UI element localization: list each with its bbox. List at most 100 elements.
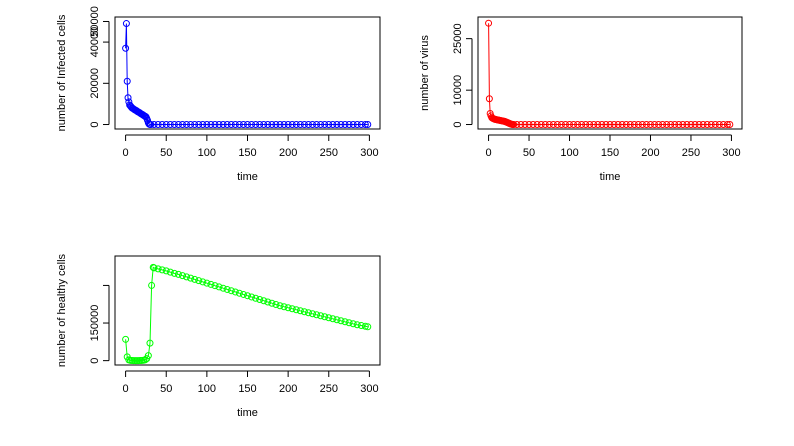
x-tick-label: 200 — [279, 383, 297, 395]
data-point — [610, 121, 618, 129]
data-point — [296, 307, 304, 315]
data-point — [170, 269, 178, 277]
data-point — [683, 121, 691, 129]
data-point — [276, 302, 284, 310]
x-tick-label: 300 — [360, 147, 378, 159]
data-point — [122, 20, 130, 28]
data-point — [726, 121, 734, 129]
data-point — [187, 121, 195, 129]
data-point — [199, 121, 207, 129]
data-point — [691, 121, 699, 129]
data-point — [361, 121, 369, 129]
series-line — [125, 23, 368, 125]
data-point — [329, 121, 337, 129]
data-point — [345, 319, 353, 327]
x-axis-title: time — [237, 171, 258, 183]
x-axis-title: time — [600, 171, 621, 183]
data-point — [337, 317, 345, 325]
data-point — [578, 121, 586, 129]
data-point — [174, 121, 182, 129]
data-point — [626, 121, 634, 129]
data-point — [280, 303, 288, 311]
data-point — [296, 121, 304, 129]
data-point — [309, 121, 317, 129]
plot-frame — [114, 255, 381, 366]
data-point — [158, 266, 166, 274]
data-point — [321, 121, 329, 129]
x-tick-label: 200 — [641, 147, 659, 159]
data-point — [317, 121, 325, 129]
data-point — [485, 95, 493, 103]
data-point — [284, 304, 292, 312]
data-point — [663, 121, 671, 129]
data-point — [235, 121, 243, 129]
y-tick-label: 10000 — [452, 75, 464, 106]
data-point — [671, 121, 679, 129]
x-tick-label: 0 — [123, 147, 129, 159]
data-point — [598, 121, 606, 129]
data-point — [264, 298, 272, 306]
data-point — [268, 121, 276, 129]
data-point — [147, 121, 155, 129]
data-point — [594, 121, 602, 129]
data-point — [195, 121, 203, 129]
data-point — [353, 321, 361, 329]
panel-3: 0 50 100 150 200 250 300 0 150000 time number of h… — [56, 253, 381, 419]
data-point — [268, 299, 276, 307]
data-point — [341, 121, 349, 129]
data-point — [557, 121, 565, 129]
data-point — [566, 121, 574, 129]
data-point — [248, 293, 256, 301]
data-point — [659, 121, 667, 129]
data-point — [166, 268, 174, 276]
y-tick-label: 40000 — [89, 27, 101, 58]
data-point — [122, 44, 130, 52]
y-axis-title: number of virus — [419, 35, 431, 111]
data-point — [651, 121, 659, 129]
data-point — [353, 121, 361, 129]
y-tick-label: 150000 — [89, 305, 101, 342]
data-point — [485, 19, 493, 27]
data-point — [357, 322, 365, 330]
data-point — [235, 289, 243, 297]
data-point — [148, 281, 156, 289]
data-point — [183, 121, 191, 129]
data-point — [541, 121, 549, 129]
data-point — [227, 287, 235, 295]
x-axis-title: time — [237, 407, 258, 419]
data-point — [162, 267, 170, 275]
data-point — [170, 121, 178, 129]
y-axis-title: number of healthy cells — [56, 253, 68, 367]
data-point — [703, 121, 711, 129]
data-point — [231, 121, 239, 129]
data-point — [337, 121, 345, 129]
x-tick-label: 250 — [320, 147, 338, 159]
data-point — [723, 121, 731, 129]
data-point — [525, 121, 533, 129]
data-point — [174, 270, 182, 278]
data-point — [364, 121, 372, 129]
data-point — [707, 121, 715, 129]
data-point — [191, 275, 199, 283]
x-tick-label: 300 — [722, 147, 740, 159]
data-point — [207, 121, 215, 129]
data-point — [313, 121, 321, 129]
x-tick-label: 50 — [523, 147, 535, 159]
data-point — [150, 264, 158, 272]
data-point — [260, 297, 268, 305]
data-point — [675, 121, 683, 129]
y-tick-label: 0 — [452, 121, 464, 127]
data-point — [187, 274, 195, 282]
data-point — [248, 121, 256, 129]
data-point — [154, 265, 162, 273]
data-point — [203, 121, 211, 129]
x-tick-label: 300 — [360, 383, 378, 395]
data-point — [178, 121, 186, 129]
data-point — [529, 121, 537, 129]
data-point — [574, 121, 582, 129]
data-point — [304, 121, 312, 129]
x-tick-label: 150 — [238, 383, 256, 395]
data-point — [219, 284, 227, 292]
data-point — [211, 121, 219, 129]
data-point — [122, 335, 130, 343]
